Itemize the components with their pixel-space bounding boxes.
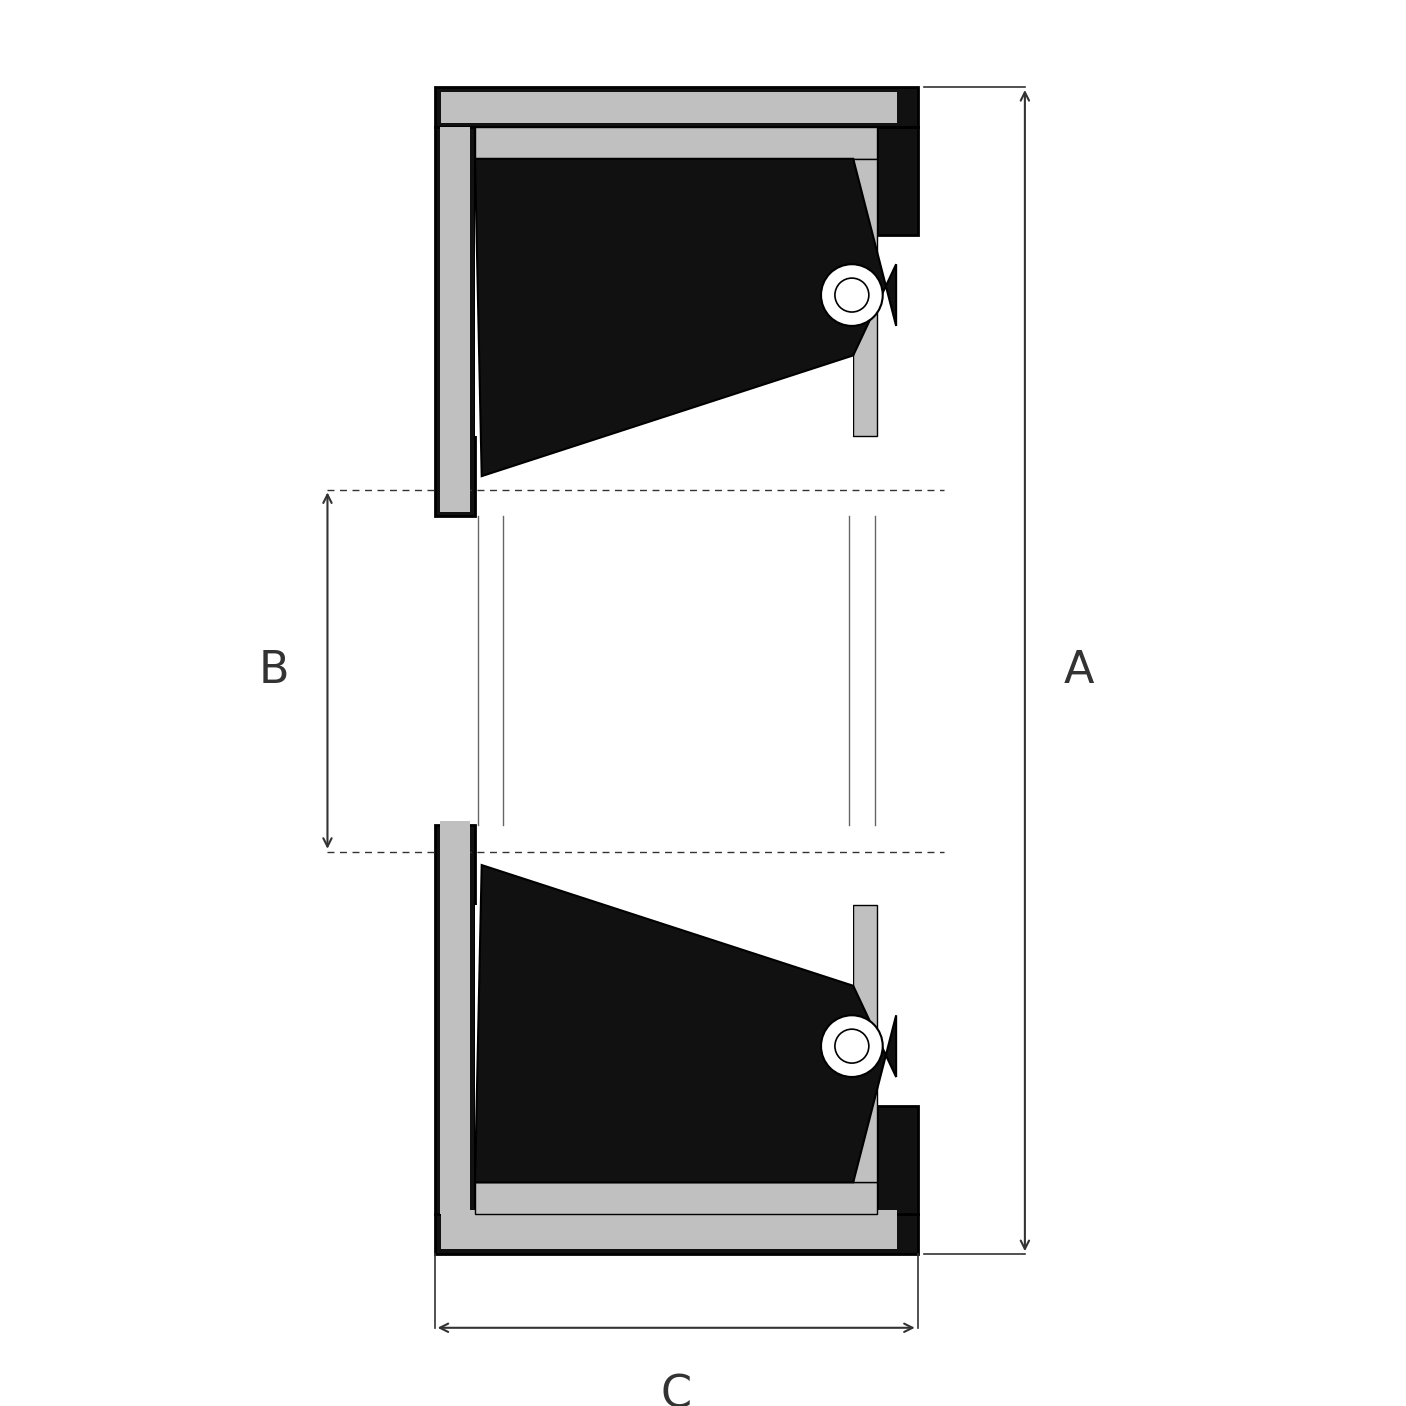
- Polygon shape: [441, 91, 897, 124]
- Polygon shape: [440, 821, 470, 1213]
- Polygon shape: [434, 87, 918, 128]
- Text: B: B: [259, 650, 290, 692]
- Circle shape: [821, 264, 883, 326]
- Text: A: A: [1063, 650, 1094, 692]
- Polygon shape: [441, 1209, 897, 1249]
- Polygon shape: [475, 905, 853, 1182]
- Polygon shape: [853, 905, 877, 1182]
- Polygon shape: [434, 1213, 918, 1254]
- Polygon shape: [877, 128, 918, 235]
- Polygon shape: [853, 159, 877, 436]
- Polygon shape: [434, 128, 475, 516]
- Circle shape: [821, 1015, 883, 1077]
- Circle shape: [835, 1029, 869, 1063]
- Polygon shape: [877, 1107, 918, 1213]
- Polygon shape: [434, 825, 475, 1213]
- Polygon shape: [440, 128, 470, 512]
- Text: C: C: [661, 1374, 692, 1406]
- Polygon shape: [475, 865, 896, 1182]
- Polygon shape: [475, 159, 896, 477]
- Polygon shape: [475, 1182, 877, 1213]
- Polygon shape: [475, 159, 853, 436]
- Polygon shape: [475, 128, 877, 159]
- Circle shape: [835, 278, 869, 312]
